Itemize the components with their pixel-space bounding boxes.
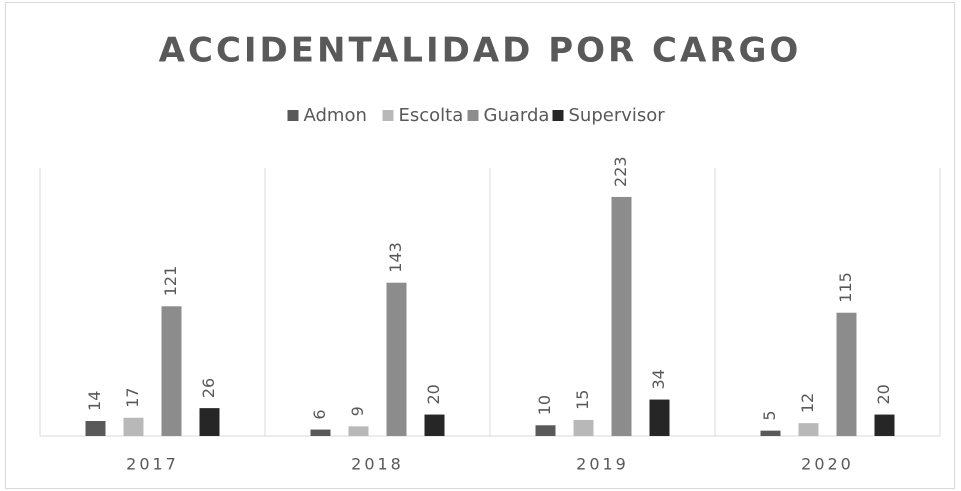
- legend-swatch: [552, 110, 564, 121]
- legend-label: Admon: [304, 105, 367, 126]
- chart-title: ACCIDENTALIDAD POR CARGO: [159, 31, 802, 71]
- bar: [424, 414, 445, 436]
- data-label: 6: [310, 409, 329, 419]
- data-label: 115: [836, 272, 855, 303]
- bar: [386, 282, 407, 436]
- bar: [310, 429, 331, 436]
- data-label: 121: [161, 266, 180, 297]
- bar: [161, 306, 182, 436]
- bar: [649, 399, 670, 436]
- bar: [611, 196, 632, 436]
- bar: [123, 417, 144, 436]
- legend-label: Escolta: [399, 105, 464, 126]
- bar: [798, 423, 819, 436]
- data-label: 12: [798, 393, 817, 413]
- bar: [760, 430, 781, 436]
- bar: [85, 420, 106, 436]
- x-tick-label: 2018: [351, 455, 404, 474]
- data-label: 20: [874, 384, 893, 404]
- x-tick-label: 2019: [576, 455, 629, 474]
- data-label: 5: [760, 410, 779, 420]
- data-label: 9: [348, 406, 367, 416]
- legend-swatch: [467, 110, 479, 121]
- legend-swatch: [287, 110, 299, 121]
- bar: [535, 425, 556, 436]
- bar: [836, 312, 857, 436]
- bar: [874, 414, 895, 436]
- data-label: 14: [85, 391, 104, 411]
- x-tick-label: 2017: [126, 455, 179, 474]
- bar: [573, 419, 594, 436]
- bar: [348, 426, 369, 436]
- data-label: 15: [573, 390, 592, 410]
- data-label: 20: [424, 384, 443, 404]
- data-label: 10: [535, 395, 554, 415]
- data-label: 26: [199, 378, 218, 398]
- bar: [199, 408, 220, 436]
- chart-border: [5, 2, 955, 489]
- data-label: 34: [649, 369, 668, 389]
- data-label: 143: [386, 242, 405, 273]
- data-label: 17: [123, 387, 142, 407]
- x-tick-label: 2020: [801, 455, 854, 474]
- legend-label: Supervisor: [569, 105, 666, 126]
- legend-label: Guarda: [484, 105, 550, 126]
- data-label: 223: [611, 156, 630, 187]
- legend-swatch: [382, 110, 394, 121]
